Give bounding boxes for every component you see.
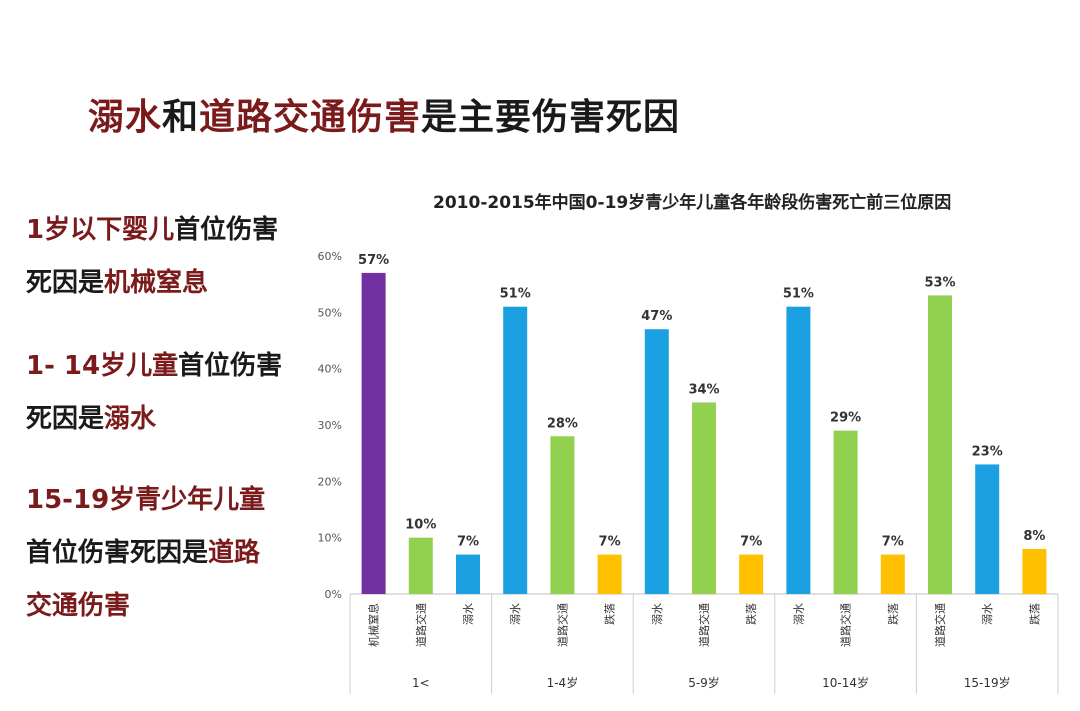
child-phrase: 首位伤害死因是 (26, 351, 283, 434)
y-tick-label: 30% (318, 419, 342, 432)
category-label: 溺水 (509, 603, 522, 625)
bar (644, 329, 669, 594)
bar (739, 554, 764, 594)
chart-title: 2010-2015年中国0-19岁青少年儿童各年龄段伤害死亡前三位原因 (433, 193, 952, 213)
data-label: 10% (405, 518, 436, 533)
data-label: 29% (830, 411, 861, 426)
data-label: 57% (358, 253, 389, 268)
category-label: 道路交通 (697, 603, 711, 647)
data-label: 51% (500, 287, 531, 302)
data-label: 53% (924, 275, 955, 290)
group-label: 1-4岁 (547, 675, 579, 690)
infant-phrase: 首位伤害死因是 (26, 215, 279, 298)
category-label: 溺水 (462, 603, 475, 625)
bar (880, 554, 905, 594)
slide-title-part: 是主要伤害死因 (421, 97, 681, 138)
teen-subject: 15-19岁青少年儿童 (26, 485, 266, 515)
data-label: 7% (457, 535, 479, 550)
bar (550, 436, 575, 594)
data-label: 23% (972, 444, 1003, 459)
category-label: 道路交通 (933, 603, 947, 647)
child-cause: 溺水 (104, 404, 157, 434)
slide-title-part: 道路交通伤害 (199, 97, 422, 138)
data-label: 7% (882, 535, 904, 550)
category-label: 溺水 (651, 603, 664, 625)
bar (1022, 548, 1047, 594)
bar (361, 272, 386, 594)
data-label: 7% (740, 535, 762, 550)
bar (786, 306, 811, 594)
group-label: 15-19岁 (964, 675, 1011, 690)
data-label: 28% (547, 416, 578, 431)
y-tick-label: 40% (318, 363, 342, 376)
bar (975, 464, 1000, 594)
bar (503, 306, 528, 594)
y-tick-label: 50% (318, 306, 342, 319)
category-label: 跌落 (1027, 603, 1041, 625)
teen-phrase: 首位伤害死因是 (26, 538, 209, 568)
category-label: 道路交通 (414, 603, 428, 647)
bar (928, 295, 952, 594)
category-label: 跌落 (886, 603, 900, 625)
slide-title: 溺水和道路交通伤害是主要伤害死因 (88, 88, 680, 140)
bar (597, 554, 622, 594)
slide-title-part: 和 (162, 97, 200, 138)
bar (456, 554, 480, 594)
y-tick-label: 20% (318, 475, 342, 488)
y-tick-label: 10% (318, 532, 342, 545)
infant-cause: 机械窒息 (104, 268, 209, 298)
category-label: 跌落 (603, 603, 617, 625)
category-label: 溺水 (792, 603, 805, 625)
bar (692, 402, 716, 594)
data-label: 51% (783, 287, 814, 302)
group-label: 1< (412, 676, 430, 690)
y-tick-label: 60% (318, 250, 342, 263)
data-label: 47% (641, 309, 672, 324)
teen-note: 15-19岁青少年儿童首位伤害死因是道路交通伤害 (26, 474, 286, 633)
infant-subject: 1岁以下婴儿 (26, 215, 175, 245)
category-label: 跌落 (744, 603, 758, 625)
category-label: 溺水 (981, 603, 994, 625)
bar (833, 430, 858, 594)
child-subject: 1- 14岁儿童 (26, 351, 179, 381)
group-label: 5-9岁 (688, 675, 720, 690)
category-label: 道路交通 (555, 603, 569, 647)
bar (408, 537, 433, 594)
data-label: 7% (599, 535, 621, 550)
group-label: 10-14岁 (822, 675, 869, 690)
infant-note: 1岁以下婴儿首位伤害死因是机械窒息 (26, 204, 296, 310)
data-label: 8% (1023, 529, 1045, 544)
category-label: 机械窒息 (367, 603, 381, 647)
teen-cause: 道路交通伤害 (26, 538, 261, 621)
slide-title-part: 溺水 (88, 97, 163, 138)
data-label: 34% (688, 382, 719, 397)
child-note: 1- 14岁儿童首位伤害死因是溺水 (26, 340, 306, 446)
category-label: 道路交通 (839, 603, 853, 647)
y-tick-label: 0% (325, 588, 342, 601)
